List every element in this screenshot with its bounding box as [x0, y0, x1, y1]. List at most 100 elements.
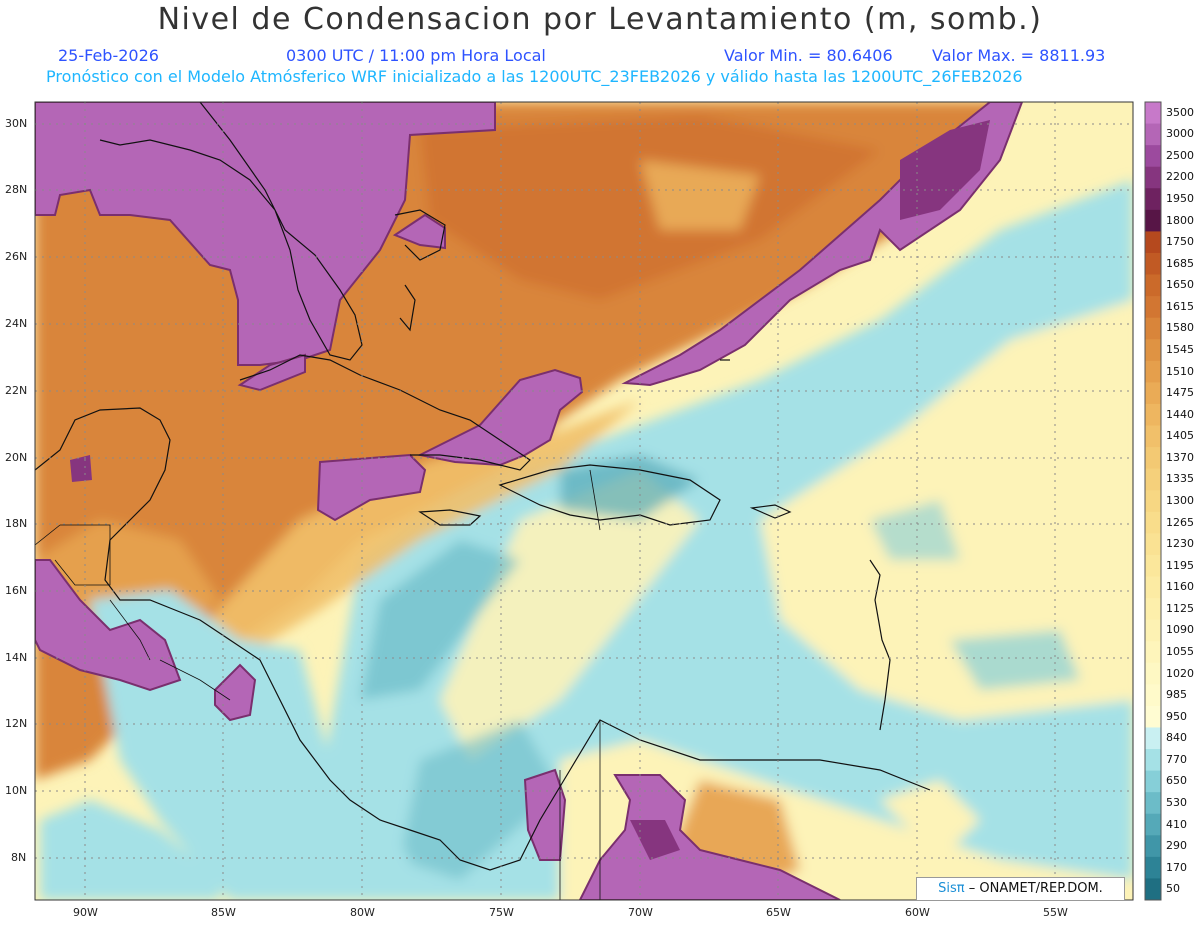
colorbar-label: 650: [1166, 774, 1187, 788]
colorbar-label: 1615: [1166, 299, 1194, 313]
lat-label-10n: 10N: [5, 784, 28, 797]
colorbar-label: 1950: [1166, 192, 1194, 206]
colorbar-label: 985: [1166, 688, 1187, 702]
colorbar-swatch: [1145, 598, 1161, 621]
max-value: Valor Max. = 8811.93: [932, 46, 1106, 65]
colorbar-swatch: [1145, 252, 1161, 276]
colorbar-label: 2200: [1166, 170, 1194, 184]
lon-label-90w: 90W: [73, 906, 98, 919]
colorbar-label: 1440: [1166, 407, 1194, 421]
lat-label-20n: 20N: [5, 451, 28, 464]
country-borders: [35, 469, 601, 900]
colorbar-label: 1405: [1166, 429, 1194, 443]
lon-label-65w: 65W: [766, 906, 791, 919]
colorbar-label: 1370: [1166, 450, 1194, 464]
colorbar-swatch: [1145, 425, 1161, 448]
coastlines: [35, 102, 931, 871]
colorbar-swatch: [1145, 749, 1161, 772]
colorbar-swatch: [1145, 209, 1161, 232]
lat-label-8n: 8N: [11, 851, 27, 864]
colorbar-swatch: [1145, 533, 1161, 556]
map-frame: [34, 101, 1134, 901]
colorbar-swatch: [1145, 166, 1161, 189]
lat-label-24n: 24N: [5, 317, 28, 330]
colorbar-label: 530: [1166, 795, 1187, 809]
colorbar-label: 840: [1166, 731, 1187, 745]
colorbar-swatch: [1145, 662, 1161, 685]
colorbar-swatch: [1145, 511, 1161, 534]
colorbar-swatch: [1145, 727, 1161, 750]
colorbar-swatch: [1145, 835, 1161, 858]
forecast-date: 25-Feb-2026: [58, 46, 159, 65]
colorbar-swatch: [1145, 684, 1161, 707]
colorbar-label: 1510: [1166, 364, 1194, 378]
lat-label-30n: 30N: [5, 117, 28, 130]
colorbar-swatch: [1145, 382, 1161, 405]
credit-brand: Sisπ: [938, 881, 965, 896]
lcl-field: [35, 102, 1133, 900]
lat-label-28n: 28N: [5, 183, 28, 196]
graticule: [35, 102, 1133, 900]
colorbar-label: 1475: [1166, 386, 1194, 400]
colorbar-swatch: [1145, 145, 1161, 168]
colorbar-swatch: [1145, 490, 1161, 513]
lon-label-60w: 60W: [905, 906, 930, 919]
colorbar-swatch: [1145, 447, 1161, 470]
colorbar: [1144, 101, 1162, 901]
lat-label-16n: 16N: [5, 584, 28, 597]
colorbar-swatch: [1145, 619, 1161, 642]
colorbar-swatch: [1145, 403, 1161, 427]
forecast-time: 0300 UTC / 11:00 pm Hora Local: [286, 46, 546, 65]
colorbar-swatch: [1145, 641, 1161, 664]
colorbar-label: 1750: [1166, 235, 1194, 249]
colorbar-swatch: [1145, 813, 1161, 836]
colorbar-label: 410: [1166, 817, 1187, 831]
colorbar-label: 1545: [1166, 343, 1194, 357]
colorbar-swatch: [1145, 770, 1161, 793]
colorbar-swatch: [1145, 856, 1161, 879]
colorbar-swatch: [1145, 188, 1161, 211]
model-info: Pronóstico con el Modelo Atmósferico WRF…: [46, 67, 1023, 86]
colorbar-swatch: [1145, 878, 1161, 901]
min-value: Valor Min. = 80.6406: [724, 46, 893, 65]
colorbar-swatch: [1145, 576, 1161, 599]
colorbar-label: 1265: [1166, 515, 1194, 529]
colorbar-label: 3500: [1166, 105, 1194, 119]
colorbar-swatch: [1145, 339, 1161, 362]
lat-label-12n: 12N: [5, 717, 28, 730]
lat-label-18n: 18N: [5, 517, 28, 530]
colorbar-label: 770: [1166, 752, 1187, 766]
colorbar-label: 1685: [1166, 256, 1194, 270]
colorbar-label: 290: [1166, 839, 1187, 853]
lon-label-85w: 85W: [211, 906, 236, 919]
lat-label-26n: 26N: [5, 250, 28, 263]
credit-box: Sisπ – ONAMET/REP.DOM.: [916, 877, 1125, 901]
colorbar-swatch: [1145, 231, 1161, 254]
colorbar-swatch: [1145, 554, 1161, 577]
colorbar-label: 1125: [1166, 601, 1194, 615]
colorbar-label: 1160: [1166, 580, 1194, 594]
colorbar-frame: [1144, 101, 1162, 901]
lon-label-70w: 70W: [628, 906, 653, 919]
colorbar-label: 170: [1166, 860, 1187, 874]
credit-text: – ONAMET/REP.DOM.: [968, 881, 1103, 896]
colorbar-label: 3000: [1166, 127, 1194, 141]
colorbar-label: 2500: [1166, 148, 1194, 162]
colorbar-swatch: [1145, 102, 1161, 125]
colorbar-label: 1020: [1166, 666, 1194, 680]
colorbar-label: 1580: [1166, 321, 1194, 335]
colorbar-label: 1230: [1166, 537, 1194, 551]
colorbar-swatch: [1145, 123, 1161, 146]
lon-label-55w: 55W: [1043, 906, 1068, 919]
colorbar-label: 1055: [1166, 644, 1194, 658]
colorbar-label: 1195: [1166, 558, 1194, 572]
colorbar-swatch: [1145, 360, 1161, 383]
colorbar-label: 50: [1166, 882, 1180, 896]
colorbar-label: 1800: [1166, 213, 1194, 227]
colorbar-swatch: [1145, 468, 1161, 491]
colorbar-swatch: [1145, 792, 1161, 815]
lat-label-22n: 22N: [5, 384, 28, 397]
colorbar-label: 1300: [1166, 494, 1194, 507]
lon-label-80w: 80W: [350, 906, 375, 919]
